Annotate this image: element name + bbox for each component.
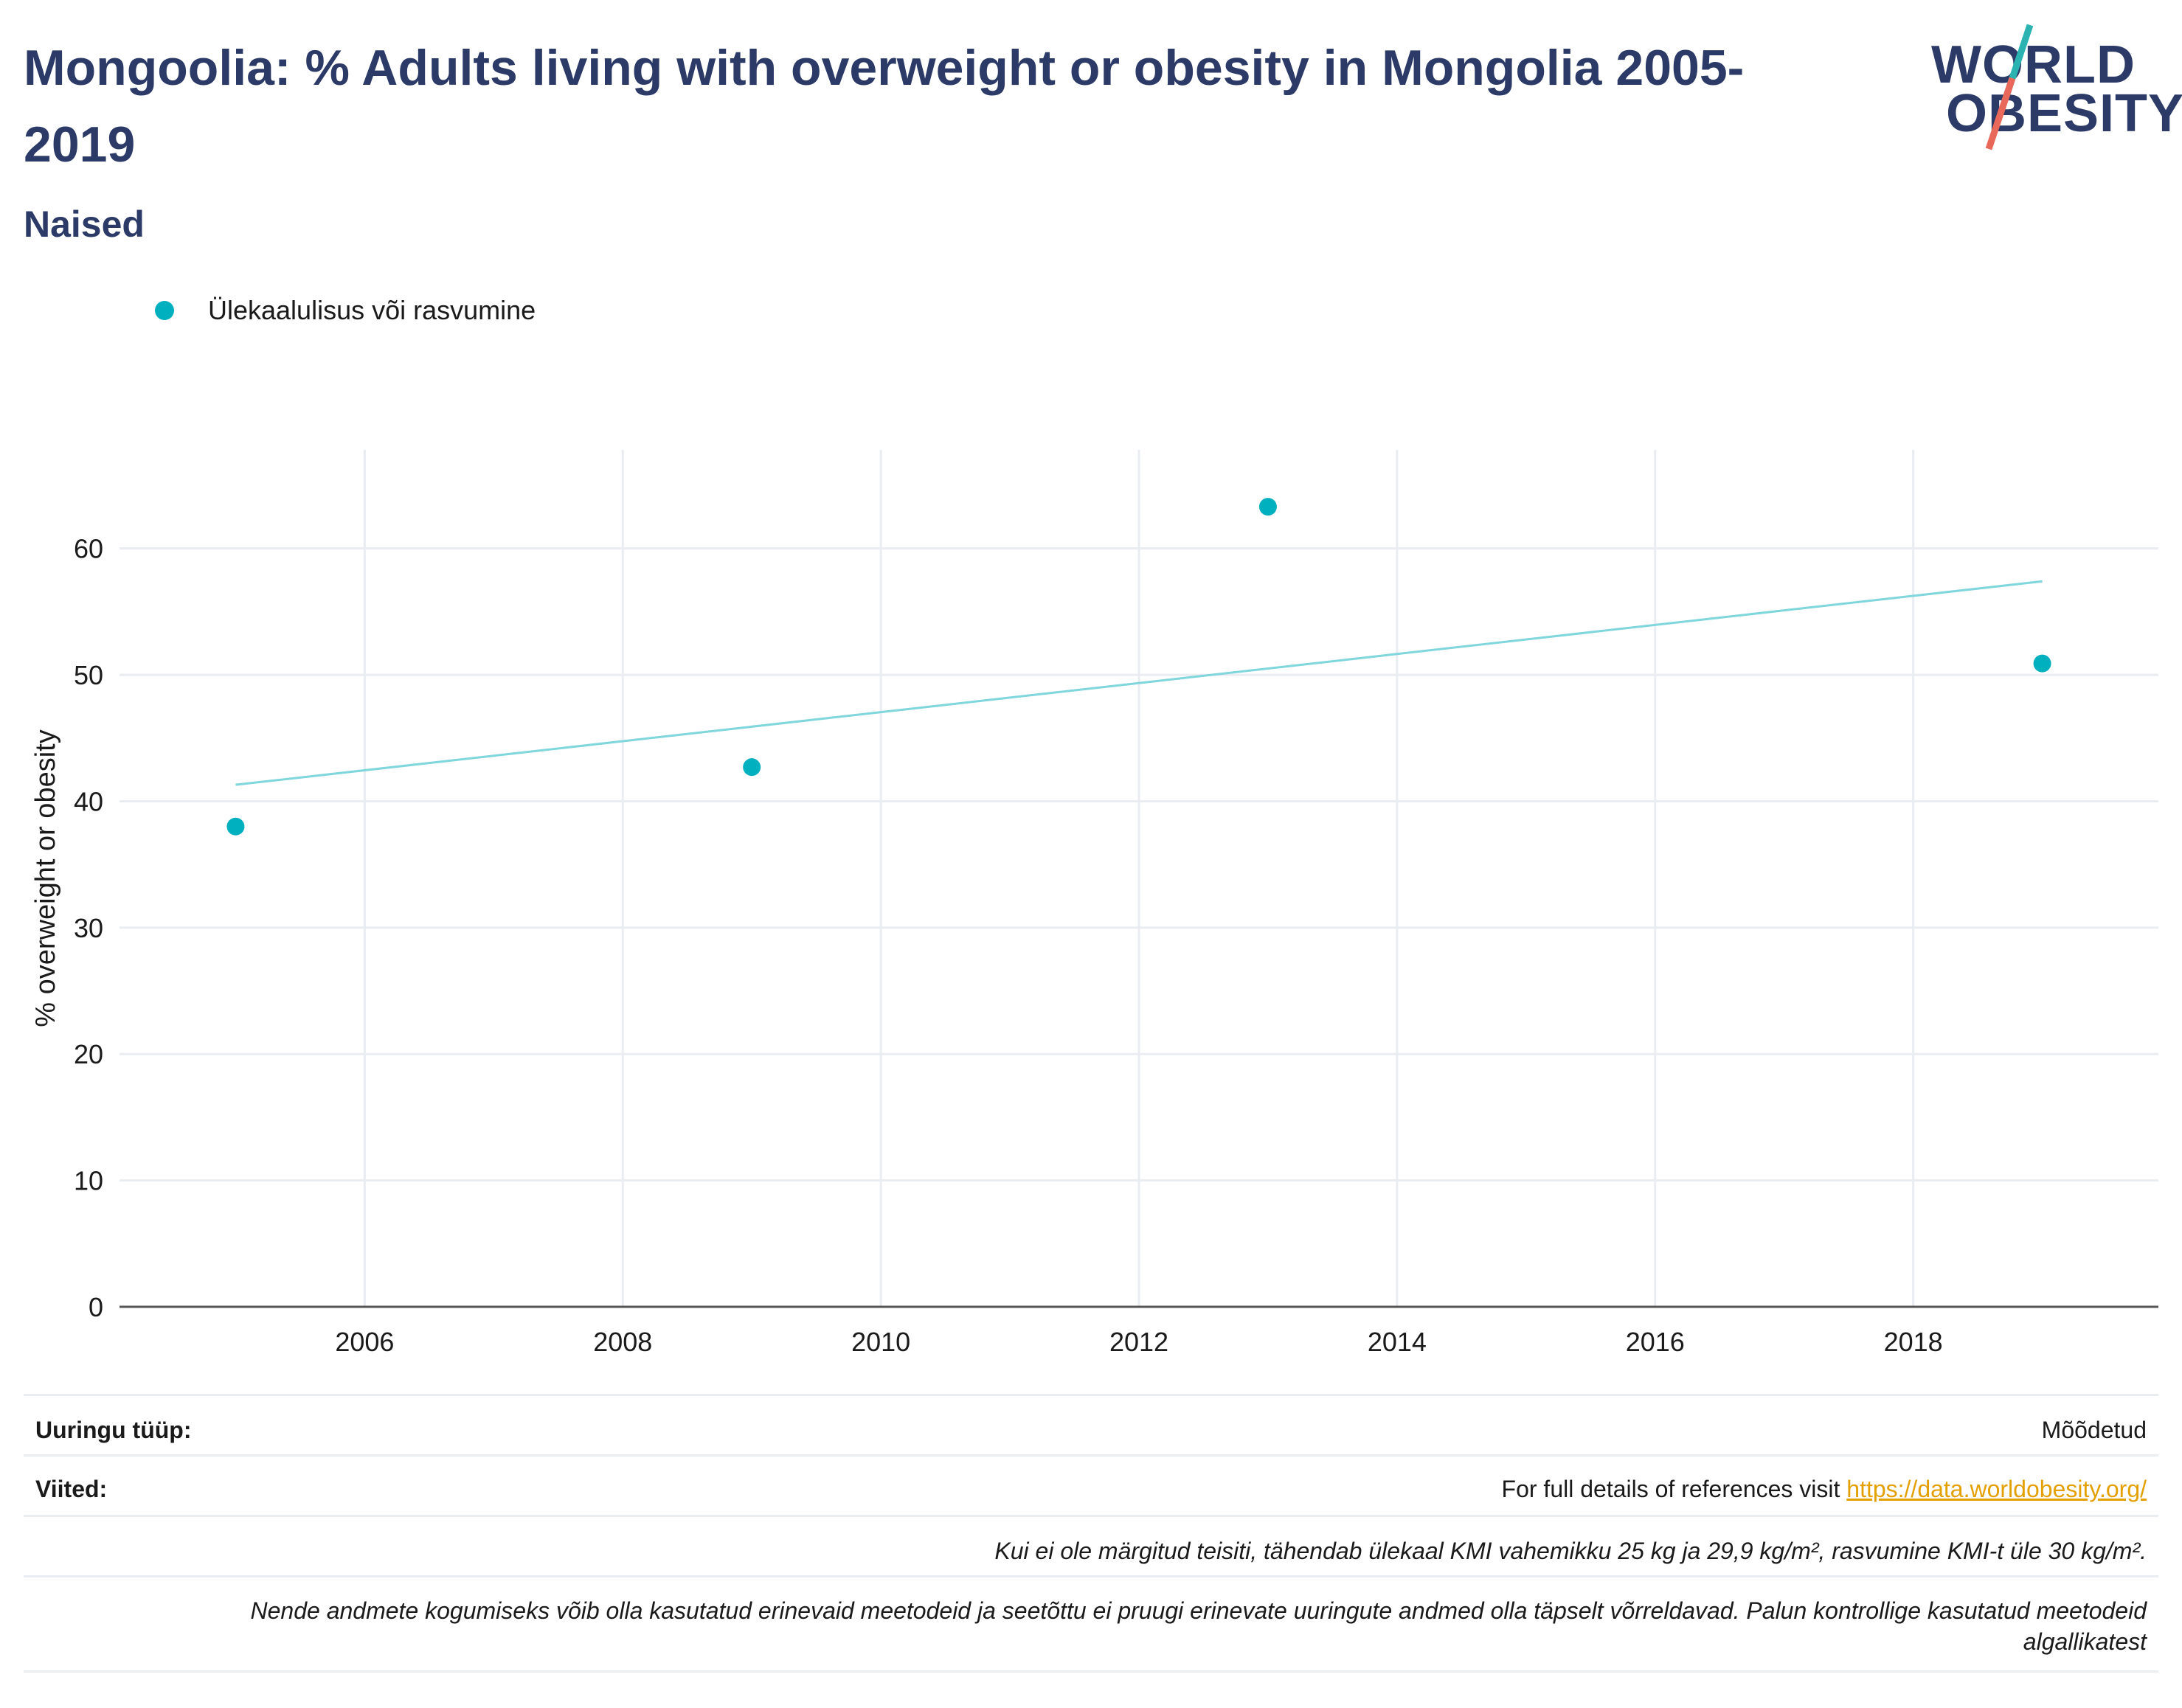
x-tick-label: 2016: [1626, 1327, 1685, 1357]
footer-row-definition: Kui ei ole märgitud teisiti, tähendab ül…: [24, 1515, 2158, 1577]
methods-note: Nende andmete kogumiseks võib olla kasut…: [251, 1595, 2147, 1657]
logo-slash-icon: [1985, 24, 2034, 150]
y-tick-label: 10: [74, 1166, 103, 1196]
references-value: For full details of references visit htt…: [1502, 1476, 2147, 1503]
x-tick-label: 2018: [1884, 1327, 1943, 1357]
x-tick-label: 2008: [593, 1327, 652, 1357]
methods-note-line1: Nende andmete kogumiseks võib olla kasut…: [250, 1597, 2147, 1624]
logo-line-world: WORLD: [1931, 35, 2136, 94]
y-tick-label: 30: [74, 913, 103, 943]
y-tick-label: 20: [74, 1039, 103, 1069]
y-tick-label: 40: [74, 786, 103, 816]
y-tick-label: 50: [74, 660, 103, 690]
x-tick-label: 2014: [1368, 1327, 1427, 1357]
logo-line-obesity: OBESITY: [1946, 84, 2182, 143]
data-point: [226, 817, 245, 836]
methods-note-line2: algallikatest: [2023, 1628, 2147, 1655]
definition-note: Kui ei ole märgitud teisiti, tähendab ül…: [994, 1538, 2147, 1564]
legend-label: Ülekaalulisus või rasvumine: [208, 295, 536, 325]
scatter-chart: 0 10 20 30 40 50 60 2006 2008 2010 2012 2014 2016 201…: [30, 450, 2158, 1357]
legend: Ülekaalulisus või rasvumine: [155, 295, 536, 326]
x-tick-label: 2012: [1109, 1327, 1168, 1357]
data-point: [743, 758, 761, 777]
x-tick-label: 2010: [851, 1327, 910, 1357]
y-tick-label: 60: [74, 534, 103, 564]
chart-subtitle: Naised: [24, 204, 145, 245]
legend-marker: [155, 301, 174, 320]
data-point: [1258, 498, 1277, 516]
footer-row-survey: Uuringu tüüp: Mõõdetud: [24, 1394, 2158, 1457]
references-text: For full details of references visit: [1501, 1476, 1847, 1502]
data-point: [2033, 654, 2051, 673]
chart-title: Mongoolia: % Adults living with overweig…: [24, 40, 1745, 173]
y-tick-label: 0: [89, 1292, 103, 1322]
y-axis-title: % overweight or obesity: [30, 729, 61, 1027]
x-tick-label: 2006: [335, 1327, 394, 1357]
references-link[interactable]: https://data.worldobesity.org/: [1846, 1476, 2147, 1502]
trend-line: [235, 580, 2043, 786]
footer-row-references: Viited: For full details of references v…: [24, 1454, 2158, 1517]
survey-type-label: Uuringu tüüp:: [35, 1417, 192, 1443]
references-label: Viited:: [35, 1476, 108, 1502]
world-obesity-logo: WORLD OBESITY: [1918, 22, 2182, 155]
survey-type-value: Mõõdetud: [2041, 1417, 2147, 1443]
footer-row-methods: Nende andmete kogumiseks võib olla kasut…: [24, 1575, 2158, 1673]
